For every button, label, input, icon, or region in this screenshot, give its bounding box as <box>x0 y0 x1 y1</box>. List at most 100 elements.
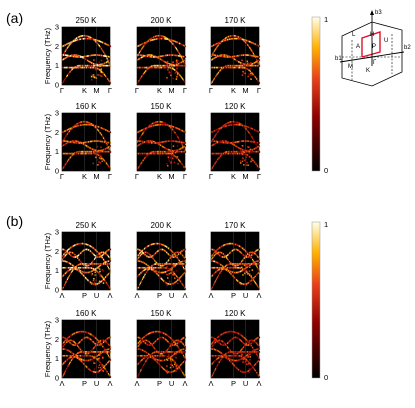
intensity-cell <box>82 263 84 265</box>
intensity-cell <box>76 125 78 127</box>
intensity-cell <box>175 126 177 129</box>
intensity-cell <box>62 274 64 277</box>
intensity-cell <box>91 246 93 248</box>
intensity-cell <box>100 134 103 136</box>
intensity-cell <box>103 258 105 261</box>
intensity-cell <box>178 138 180 141</box>
intensity-cell <box>98 344 100 346</box>
intensity-cell <box>162 123 164 126</box>
intensity-cell <box>78 354 80 357</box>
intensity-cell <box>105 261 107 263</box>
intensity-cell <box>166 267 169 270</box>
intensity-cell <box>171 140 173 142</box>
intensity-cell <box>239 64 241 67</box>
intensity-cell <box>250 63 252 65</box>
intensity-cell <box>215 56 217 58</box>
intensity-cell <box>182 285 185 287</box>
intensity-cell <box>89 338 91 340</box>
intensity-cell <box>215 160 217 163</box>
subplot-5: 120 KΓ K M Γ <box>209 102 261 181</box>
intensity-cell <box>63 44 65 47</box>
intensity-cell <box>148 54 150 56</box>
intensity-cell <box>107 361 110 363</box>
intensity-cell <box>143 275 145 278</box>
intensity-cell <box>243 54 245 56</box>
intensity-cell <box>96 270 98 273</box>
intensity-cell <box>71 270 73 272</box>
intensity-cell <box>222 39 224 41</box>
intensity-cell <box>251 64 253 67</box>
intensity-cell <box>65 251 67 253</box>
intensity-cell <box>78 346 80 348</box>
intensity-cell <box>173 256 175 258</box>
intensity-cell <box>85 123 87 126</box>
y-tick-label: 1 <box>55 354 59 363</box>
intensity-cell <box>97 54 99 56</box>
intensity-cell <box>148 256 150 258</box>
intensity-cell <box>213 273 215 275</box>
intensity-cell <box>155 266 157 269</box>
intensity-cell <box>212 144 214 146</box>
intensity-cell <box>259 82 261 84</box>
intensity-cell <box>63 266 65 269</box>
intensity-cell <box>91 150 94 153</box>
intensity-cell <box>95 125 97 127</box>
intensity-cell <box>67 42 69 45</box>
intensity-cell <box>182 78 184 80</box>
intensity-cell <box>216 159 218 162</box>
intensity-cell <box>64 152 66 155</box>
intensity-cell <box>71 140 73 143</box>
intensity-cell <box>91 355 94 358</box>
intensity-cell <box>99 256 101 258</box>
intensity-cell <box>77 266 79 269</box>
intensity-cell <box>169 140 171 142</box>
intensity-cell <box>82 152 84 155</box>
intensity-cell <box>159 264 162 267</box>
intensity-cell <box>222 265 224 267</box>
intensity-cell <box>104 128 106 131</box>
intensity-cell <box>68 152 70 155</box>
intensity-cell <box>98 131 100 133</box>
intensity-cell <box>107 249 109 252</box>
intensity-cell <box>222 253 224 255</box>
intensity-cell <box>150 55 152 58</box>
intensity-cell <box>180 150 182 153</box>
intensity-cell <box>243 149 245 151</box>
intensity-cell <box>177 345 179 348</box>
intensity-cell <box>153 269 155 272</box>
intensity-cell <box>166 140 169 143</box>
intensity-cell <box>211 152 213 155</box>
intensity-cell <box>68 251 71 254</box>
intensity-cell <box>242 124 244 127</box>
intensity-cell <box>249 149 251 152</box>
intensity-cell <box>137 59 139 61</box>
intensity-cell <box>94 371 96 373</box>
intensity-cell <box>62 345 64 347</box>
intensity-cell <box>241 267 243 270</box>
intensity-cell <box>169 152 171 155</box>
intensity-cell <box>174 63 176 66</box>
intensity-cell <box>100 70 103 73</box>
intensity-cell <box>149 66 151 69</box>
intensity-cell <box>83 64 85 67</box>
intensity-cell <box>105 56 107 59</box>
intensity-cell <box>162 60 164 62</box>
intensity-cell <box>245 64 247 67</box>
intensity-cell <box>248 126 250 129</box>
x-tick-label: K <box>157 172 162 181</box>
intensity-cell <box>238 245 240 247</box>
intensity-cell <box>66 337 68 340</box>
intensity-cell <box>175 140 177 143</box>
intensity-cell <box>166 38 168 40</box>
intensity-cell <box>174 155 176 158</box>
intensity-cell <box>142 141 144 144</box>
intensity-cell <box>65 266 67 269</box>
intensity-cell <box>148 126 150 128</box>
intensity-cell <box>173 63 175 66</box>
intensity-cell <box>244 54 246 56</box>
intensity-cell <box>66 279 68 282</box>
intensity-cell <box>255 250 257 252</box>
intensity-cell <box>92 38 94 41</box>
intensity-cell <box>228 266 230 269</box>
intensity-cell <box>62 374 64 377</box>
